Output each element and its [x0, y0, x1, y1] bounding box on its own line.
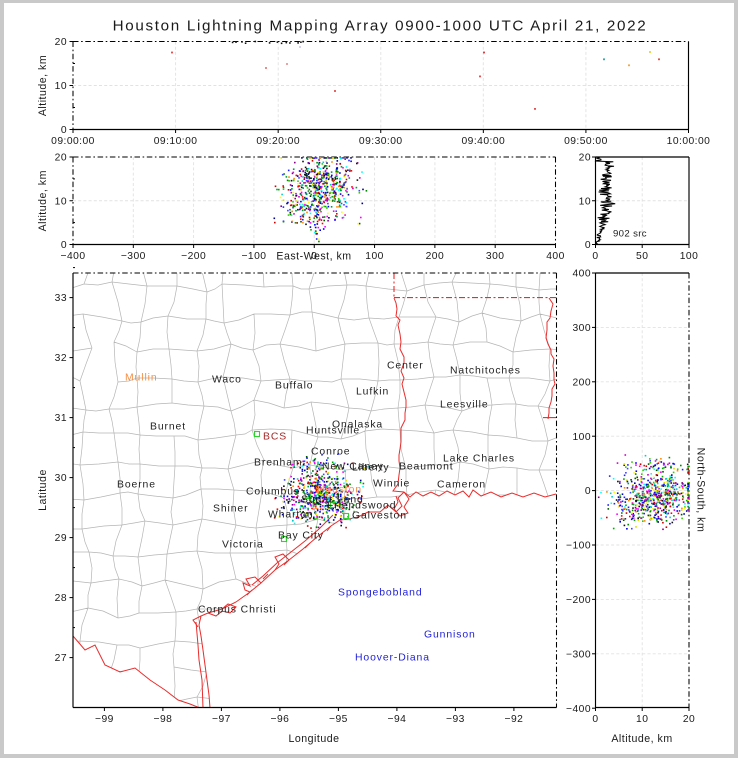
svg-text:09:30:00: 09:30:00 — [359, 136, 403, 147]
svg-text:−200: −200 — [181, 251, 206, 262]
svg-text:0: 0 — [592, 714, 598, 725]
svg-text:09:00:00: 09:00:00 — [51, 136, 95, 147]
svg-text:Latitude: Latitude — [37, 469, 49, 511]
svg-text:100: 100 — [572, 432, 591, 443]
svg-text:10: 10 — [55, 81, 67, 92]
svg-text:30: 30 — [55, 473, 67, 484]
svg-text:Liberty: Liberty — [352, 463, 390, 474]
svg-text:Altitude, km: Altitude, km — [37, 170, 49, 231]
svg-text:−93: −93 — [446, 714, 465, 725]
svg-text:Onalaska: Onalaska — [332, 420, 383, 431]
svg-text:Altitude, km: Altitude, km — [611, 733, 672, 745]
svg-text:Burnet: Burnet — [150, 422, 186, 433]
svg-text:−300: −300 — [566, 649, 591, 660]
svg-text:50: 50 — [636, 251, 648, 262]
svg-text:0: 0 — [585, 486, 591, 497]
svg-text:0: 0 — [592, 251, 598, 262]
svg-text:902 src: 902 src — [613, 229, 647, 240]
svg-text:North-South, km: North-South, km — [695, 448, 707, 533]
svg-text:−100: −100 — [241, 251, 266, 262]
svg-text:Spongebobland: Spongebobland — [338, 588, 423, 599]
svg-text:09:10:00: 09:10:00 — [154, 136, 198, 147]
svg-text:−100: −100 — [566, 541, 591, 552]
svg-text:−95: −95 — [329, 714, 348, 725]
svg-text:−99: −99 — [95, 714, 114, 725]
svg-text:−96: −96 — [270, 714, 289, 725]
svg-text:300: 300 — [572, 323, 591, 334]
svg-text:−400: −400 — [566, 704, 591, 715]
svg-text:29: 29 — [55, 533, 67, 544]
svg-text:200: 200 — [572, 377, 591, 388]
svg-text:−98: −98 — [153, 714, 172, 725]
svg-text:Conroe: Conroe — [311, 447, 350, 458]
svg-text:Beaumont: Beaumont — [399, 462, 454, 473]
svg-text:20: 20 — [55, 37, 67, 48]
svg-text:28: 28 — [55, 593, 67, 604]
svg-text:−400: −400 — [61, 251, 86, 262]
svg-text:Natchitoches: Natchitoches — [450, 366, 521, 377]
svg-text:Galveston: Galveston — [352, 511, 407, 522]
svg-text:Boerne: Boerne — [117, 480, 156, 491]
svg-text:Columbus: Columbus — [246, 487, 300, 498]
svg-text:Altitude, km: Altitude, km — [37, 55, 49, 116]
svg-text:20: 20 — [579, 153, 591, 164]
svg-text:Mullin: Mullin — [125, 373, 158, 384]
svg-text:Shiner: Shiner — [213, 504, 248, 515]
svg-text:−94: −94 — [387, 714, 406, 725]
svg-text:300: 300 — [486, 251, 505, 262]
svg-text:400: 400 — [572, 269, 591, 280]
svg-text:BCS: BCS — [263, 432, 287, 443]
svg-text:Bay City: Bay City — [278, 531, 324, 542]
svg-text:Friendswood: Friendswood — [327, 501, 396, 512]
svg-text:Corpus Christi: Corpus Christi — [198, 605, 276, 616]
svg-text:10:00:00: 10:00:00 — [667, 136, 711, 147]
svg-text:10: 10 — [636, 714, 648, 725]
svg-text:−97: −97 — [212, 714, 231, 725]
svg-text:Waco: Waco — [212, 375, 242, 386]
svg-text:09:40:00: 09:40:00 — [461, 136, 505, 147]
svg-text:Cameron: Cameron — [437, 480, 486, 491]
svg-text:Leesville: Leesville — [440, 400, 489, 411]
svg-text:Longitude: Longitude — [288, 733, 339, 745]
svg-text:33: 33 — [55, 293, 67, 304]
svg-text:0: 0 — [61, 240, 67, 251]
svg-text:32: 32 — [55, 353, 67, 364]
svg-text:Gunnison: Gunnison — [424, 630, 476, 641]
svg-text:−200: −200 — [566, 595, 591, 606]
svg-text:Lufkin: Lufkin — [356, 387, 389, 398]
svg-text:0: 0 — [61, 125, 67, 136]
svg-text:East-West, km: East-West, km — [276, 251, 351, 263]
svg-text:Houston: Houston — [317, 485, 362, 496]
svg-text:20: 20 — [55, 153, 67, 164]
svg-text:Buffalo: Buffalo — [275, 381, 313, 392]
svg-text:0: 0 — [585, 240, 591, 251]
svg-text:Brenham: Brenham — [254, 458, 302, 469]
svg-text:31: 31 — [55, 413, 67, 424]
svg-text:100: 100 — [680, 251, 699, 262]
svg-text:100: 100 — [365, 251, 384, 262]
svg-text:200: 200 — [426, 251, 445, 262]
svg-text:0: 0 — [311, 251, 317, 262]
svg-text:Lake Charles: Lake Charles — [443, 454, 515, 465]
svg-text:10: 10 — [579, 196, 591, 207]
svg-text:Sugar Land: Sugar Land — [301, 495, 364, 506]
svg-text:27: 27 — [55, 653, 67, 664]
svg-text:New Caney: New Caney — [322, 462, 384, 473]
svg-text:09:50:00: 09:50:00 — [564, 136, 608, 147]
svg-text:20: 20 — [683, 714, 695, 725]
svg-text:Houston Lightning Mapping Arra: Houston Lightning Mapping Array 0900-100… — [113, 18, 648, 35]
svg-text:Hoover-Diana: Hoover-Diana — [355, 653, 430, 664]
svg-text:Wharton: Wharton — [268, 510, 314, 521]
svg-text:Huntsville: Huntsville — [306, 426, 360, 437]
svg-text:10: 10 — [55, 196, 67, 207]
svg-text:−92: −92 — [504, 714, 523, 725]
svg-text:Center: Center — [387, 361, 424, 372]
svg-text:−300: −300 — [121, 251, 146, 262]
svg-text:400: 400 — [546, 251, 565, 262]
svg-text:Victoria: Victoria — [222, 540, 264, 551]
svg-text:09:20:00: 09:20:00 — [256, 136, 300, 147]
svg-text:Winnie: Winnie — [373, 479, 410, 490]
